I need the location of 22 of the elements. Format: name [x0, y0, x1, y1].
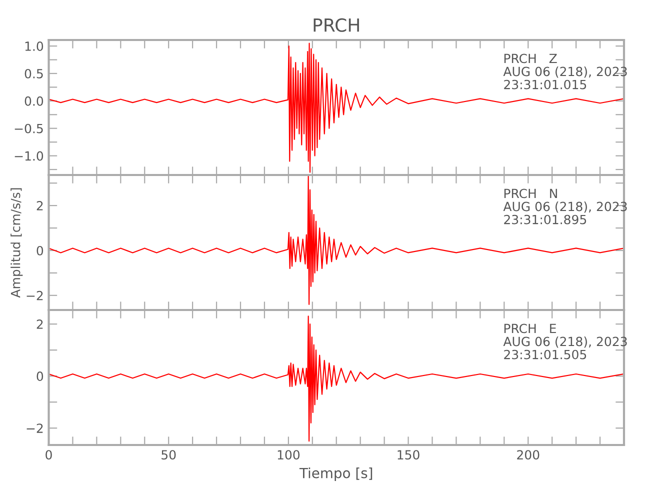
x-axis-title: Tiempo [s] [299, 468, 372, 481]
chart-title: PRCH [314, 18, 359, 32]
y-tick-label: −2 [26, 290, 43, 300]
x-tick-label: 150 [398, 450, 420, 460]
y-tick-label: 2 [36, 201, 43, 210]
y-tick-label: 0.0 [24, 96, 44, 106]
y-tick-label: 1.0 [25, 42, 44, 51]
x-tick-label: 200 [517, 450, 540, 460]
annotation: PRCH E AUG 06 (218), 2023 23:31:01.505 [503, 324, 627, 360]
y-tick-label: 2 [36, 320, 43, 329]
y-tick-label: 0 [36, 372, 44, 381]
y-tick-label: −2 [26, 424, 43, 433]
x-tick-label: 0 [46, 450, 52, 460]
x-tick-label: 50 [162, 450, 176, 460]
y-tick-label: −0.5 [14, 124, 43, 134]
y-tick-label: −1.0 [14, 151, 44, 161]
x-tick-label: 100 [278, 450, 300, 460]
y-tick-label: 0.5 [24, 68, 43, 78]
y-tick-label: 0 [36, 246, 44, 256]
y-axis-title: Amplitud [cm/s/s] [10, 188, 23, 298]
annotation: PRCH Z AUG 06 (218), 2023 23:31:01.015 [503, 54, 627, 90]
annotation: PRCH N AUG 06 (218), 2023 23:31:01.895 [503, 188, 627, 224]
